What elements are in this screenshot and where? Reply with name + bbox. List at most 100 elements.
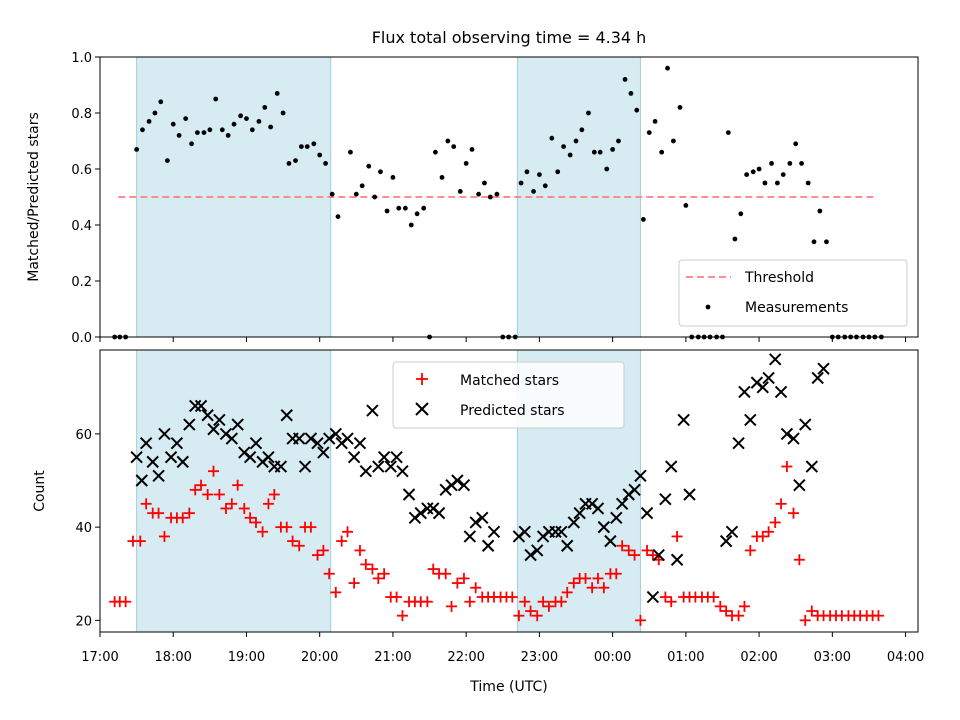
predicted-star-point — [176, 455, 189, 469]
matched-star-point — [372, 572, 384, 584]
measurement-point — [793, 141, 799, 147]
matched-star-point — [806, 605, 818, 617]
matched-star-point — [788, 507, 800, 519]
measurement-point — [738, 211, 744, 217]
measurement-point — [487, 194, 493, 200]
top-x-ticks — [99, 337, 907, 342]
predicted-star-point — [243, 450, 257, 464]
predicted-star-point — [298, 460, 312, 473]
predicted-star-point — [201, 409, 214, 422]
measurement-point — [524, 169, 530, 175]
measurement-point — [824, 239, 829, 245]
measurement-point — [567, 152, 573, 158]
predicted-star-point — [341, 432, 354, 445]
predicted-star-point — [768, 353, 782, 366]
predicted-star-point — [135, 474, 148, 487]
measurement-point — [640, 217, 646, 222]
measurement-point — [152, 110, 158, 116]
matched-star-point — [183, 507, 195, 519]
predicted-star-point — [347, 450, 361, 464]
bottom-legend: Matched stars Predicted stars — [392, 361, 625, 429]
predicted-star-point — [756, 381, 769, 394]
matched-star-point — [634, 614, 646, 626]
measurement-point — [335, 214, 341, 220]
predicted-star-point — [634, 469, 647, 483]
x-axis-label: Time (UTC) — [469, 679, 547, 695]
bottom-shaded-regions — [136, 349, 641, 633]
measurement-point — [482, 180, 487, 186]
measurement-point — [274, 91, 280, 96]
bottom-panel: 20 40 60 17:00 18:00 19:00 20:00 21:00 22:00 23:… — [32, 349, 924, 695]
matched-star-point — [720, 605, 732, 617]
predicted-star-point — [567, 516, 581, 529]
measurement-point — [591, 149, 597, 155]
measurement-point — [463, 161, 469, 166]
matched-star-point — [659, 591, 671, 603]
measurement-point — [536, 172, 542, 178]
measurement-point — [561, 144, 566, 150]
matched-star-point — [568, 577, 580, 589]
predicted-star-point — [732, 437, 745, 450]
measurement-point — [799, 161, 804, 166]
measurement-point — [750, 169, 756, 175]
matched-star-point — [244, 512, 256, 524]
measurement-point — [366, 163, 372, 169]
predicted-star-point — [139, 437, 153, 450]
legend-matched-swatch — [416, 373, 428, 385]
matched-star-point — [451, 577, 463, 589]
predicted-star-point — [787, 432, 800, 445]
measurement-point — [359, 183, 365, 189]
matched-star-point — [708, 591, 720, 603]
matched-star-point — [757, 530, 769, 542]
predicted-star-point — [573, 506, 586, 520]
legend-predicted-label: Predicted stars — [460, 403, 565, 419]
matched-star-point — [287, 535, 299, 547]
matched-star-point — [323, 568, 335, 580]
measurement-point — [384, 208, 390, 214]
matched-star-point — [738, 600, 750, 612]
measurement-point — [579, 127, 585, 133]
matched-star-point — [348, 577, 360, 589]
measurement-point — [323, 161, 328, 166]
predicted-star-point — [487, 525, 501, 538]
matched-stars-points — [109, 461, 884, 626]
bottom-y-tick-label: 60 — [75, 428, 92, 443]
predicted-star-point — [780, 427, 794, 441]
measurement-point — [677, 105, 683, 110]
matched-star-point — [872, 610, 884, 622]
matched-star-point — [342, 526, 354, 538]
predicted-star-point — [659, 492, 672, 506]
bottom-y-tick-label: 40 — [75, 521, 92, 536]
top-y-tick-label: 0.6 — [71, 163, 92, 178]
predicted-star-point — [207, 423, 220, 436]
predicted-star-point — [432, 506, 446, 520]
predicted-star-point — [646, 590, 660, 604]
measurement-point — [549, 135, 555, 141]
measurement-point — [671, 138, 676, 144]
bottom-y-ticks: 20 40 60 — [75, 428, 100, 629]
measurement-point — [622, 77, 628, 82]
top-y-tick-label: 0.2 — [71, 275, 92, 290]
measurement-point — [469, 147, 475, 152]
measurement-point — [219, 127, 225, 133]
predicted-stars-points — [130, 353, 830, 604]
predicted-star-point — [725, 525, 739, 538]
measurement-point — [244, 116, 249, 121]
measurement-point — [286, 161, 292, 166]
predicted-star-point — [518, 525, 531, 538]
measurement-point — [421, 205, 427, 211]
measurement-point — [140, 127, 145, 133]
matched-star-point — [158, 530, 170, 542]
measurement-point — [652, 119, 658, 124]
matched-star-point — [257, 526, 269, 538]
matched-star-point — [421, 596, 433, 608]
matched-star-point — [763, 526, 775, 538]
matched-star-point — [647, 549, 659, 561]
measurement-point — [445, 138, 451, 144]
predicted-star-point — [610, 511, 623, 525]
top-y-tick-label: 0.4 — [71, 219, 92, 234]
top-legend: Threshold Measurements — [678, 259, 908, 327]
measurement-point — [256, 119, 262, 124]
matched-star-point — [793, 554, 805, 566]
measurement-point — [555, 169, 561, 175]
